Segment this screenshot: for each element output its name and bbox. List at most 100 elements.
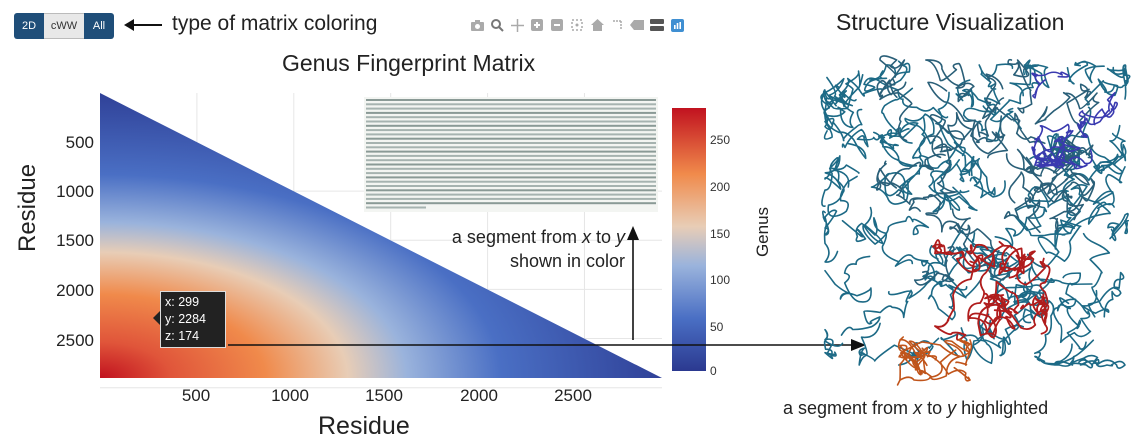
sequence-line bbox=[366, 133, 656, 136]
teal-strand bbox=[826, 70, 861, 110]
tooltip-caret bbox=[153, 311, 160, 325]
sequence-line bbox=[366, 167, 656, 170]
coloring-type-selector: 2D cWW All bbox=[14, 13, 114, 39]
y-tick-1500: 1500 bbox=[56, 231, 94, 250]
orange-strand bbox=[919, 346, 971, 382]
segment-highlighted-caption: a segment from x to y highlighted bbox=[783, 398, 1049, 418]
button-all[interactable]: All bbox=[84, 13, 114, 39]
teal-strand bbox=[1107, 212, 1130, 242]
hover-closest-icon[interactable] bbox=[630, 18, 644, 32]
orange-strand bbox=[896, 343, 965, 386]
tooltip-y: y: 2284 bbox=[165, 312, 207, 326]
sequence-line bbox=[366, 150, 656, 153]
teal-strand bbox=[1087, 271, 1125, 318]
segment-color-caption-line1: a segment from x to y bbox=[451, 227, 625, 247]
red-strand bbox=[977, 297, 1013, 337]
teal-strand bbox=[824, 108, 867, 160]
spike-lines-icon[interactable] bbox=[610, 18, 624, 32]
teal-strand bbox=[1087, 166, 1126, 225]
segment-color-caption-line2: shown in color bbox=[509, 251, 625, 271]
teal-strand bbox=[1031, 183, 1111, 234]
teal-strand bbox=[955, 79, 997, 117]
plot-modebar bbox=[470, 18, 684, 32]
sequence-line bbox=[366, 206, 426, 209]
teal-strand bbox=[821, 209, 839, 263]
teal-strand bbox=[875, 153, 946, 191]
blue-strand bbox=[1034, 151, 1063, 167]
hover-compare-icon[interactable] bbox=[650, 18, 664, 32]
sequence-line bbox=[366, 163, 656, 166]
sequence-line bbox=[366, 180, 656, 183]
teal-strand bbox=[1052, 282, 1093, 344]
heatmap-triangle bbox=[100, 93, 662, 378]
teal-strand bbox=[1049, 190, 1084, 233]
sequence-line bbox=[366, 185, 656, 187]
plotly-logo-icon[interactable] bbox=[670, 18, 684, 32]
home-icon[interactable] bbox=[590, 18, 604, 32]
red-strand bbox=[1032, 257, 1051, 316]
sequence-line bbox=[366, 197, 656, 200]
teal-strand bbox=[857, 60, 911, 97]
zoom-in-icon[interactable] bbox=[530, 18, 544, 32]
x-axis-label: Residue bbox=[318, 412, 410, 440]
red-strand bbox=[965, 240, 1021, 279]
red-strand bbox=[992, 280, 1046, 331]
colorbar-tick-250: 250 bbox=[710, 133, 731, 147]
y-tick-2500: 2500 bbox=[56, 331, 94, 350]
blue-strand bbox=[1031, 71, 1070, 99]
teal-strand bbox=[881, 87, 919, 139]
sequence-line bbox=[366, 107, 656, 110]
structure-visualization bbox=[820, 55, 1131, 386]
sequence-line bbox=[366, 129, 656, 132]
zoom-icon[interactable] bbox=[490, 18, 504, 32]
segment-arrow-up bbox=[627, 226, 639, 340]
x-tick-2500: 2500 bbox=[554, 386, 592, 405]
camera-icon[interactable] bbox=[470, 18, 484, 32]
teal-strand bbox=[1007, 58, 1033, 114]
teal-strand bbox=[820, 76, 854, 112]
blue-strand bbox=[1077, 101, 1118, 130]
teal-strand bbox=[989, 64, 1041, 130]
zoom-out-icon[interactable] bbox=[550, 18, 564, 32]
sequence-line bbox=[366, 142, 656, 144]
autoscale-icon[interactable] bbox=[570, 18, 584, 32]
orange-strand bbox=[898, 341, 961, 376]
teal-strand bbox=[978, 63, 1014, 115]
y-tick-1000: 1000 bbox=[56, 182, 94, 201]
teal-strand bbox=[1034, 178, 1096, 212]
teal-strand bbox=[925, 59, 975, 103]
sequence-line bbox=[366, 202, 656, 205]
colorbar-tick-200: 200 bbox=[710, 180, 731, 194]
teal-strand bbox=[928, 159, 970, 213]
red-strand bbox=[1001, 244, 1046, 286]
teal-strand bbox=[992, 281, 1045, 306]
teal-strand bbox=[904, 113, 936, 159]
colorbar bbox=[672, 108, 706, 371]
teal-strand bbox=[827, 164, 860, 218]
teal-strand bbox=[863, 70, 949, 119]
teal-strand bbox=[870, 172, 913, 205]
teal-strand bbox=[940, 313, 994, 365]
teal-strand bbox=[1014, 226, 1081, 280]
x-tick-1000: 1000 bbox=[271, 386, 309, 405]
teal-strand bbox=[1054, 206, 1081, 250]
button-cww[interactable]: cWW bbox=[44, 13, 84, 39]
teal-strand bbox=[922, 135, 958, 199]
colorbar-label: Genus bbox=[753, 206, 772, 258]
orange-strand bbox=[907, 349, 957, 378]
sequence-line bbox=[366, 120, 656, 123]
teal-strand bbox=[873, 131, 918, 167]
teal-strand bbox=[876, 79, 913, 142]
button-2d[interactable]: 2D bbox=[14, 13, 44, 39]
teal-strand bbox=[970, 97, 1006, 144]
teal-strand bbox=[862, 206, 930, 245]
teal-strand bbox=[1081, 232, 1111, 314]
segment-color-caption: a segment from x to y shown in color bbox=[395, 225, 625, 273]
sequence-line bbox=[366, 189, 656, 192]
coloring-annotation: type of matrix coloring bbox=[172, 12, 378, 35]
teal-strand bbox=[938, 123, 977, 183]
sequence-line bbox=[366, 103, 656, 106]
pan-icon[interactable] bbox=[510, 18, 524, 32]
teal-strand bbox=[1068, 339, 1126, 369]
